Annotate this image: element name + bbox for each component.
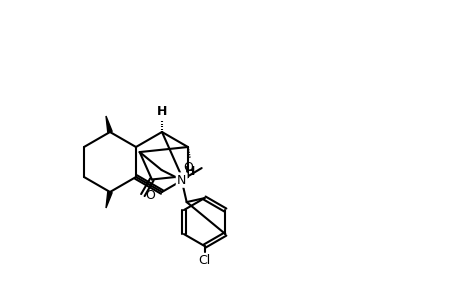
Text: H: H [157, 105, 167, 118]
Text: O: O [145, 189, 154, 202]
Text: N: N [177, 174, 186, 187]
Polygon shape [106, 191, 112, 208]
Text: O: O [183, 161, 193, 174]
Text: Cl: Cl [198, 254, 210, 267]
Text: H: H [185, 165, 195, 178]
Polygon shape [106, 116, 112, 133]
